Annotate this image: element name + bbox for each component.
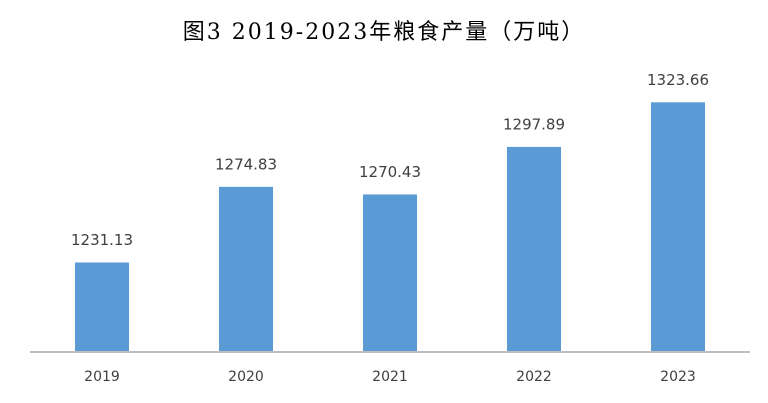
value-label: 1231.13: [71, 231, 133, 249]
bar: [75, 262, 129, 351]
chart-title: 图3 2019-2023年粮食产量（万吨）: [183, 20, 585, 45]
x-tick-label: 2020: [228, 369, 264, 385]
x-tick-label: 2019: [84, 369, 120, 385]
value-label: 1270.43: [359, 163, 421, 181]
value-label: 1297.89: [503, 115, 565, 133]
value-label: 1274.83: [215, 155, 277, 173]
bar: [219, 186, 273, 351]
bar: [507, 146, 561, 351]
value-label: 1323.66: [647, 71, 709, 89]
bar: [651, 102, 705, 351]
x-tick-label: 2021: [372, 369, 408, 385]
x-tick-label: 2022: [516, 369, 552, 385]
bar: [363, 194, 417, 351]
x-tick-label: 2023: [660, 369, 696, 385]
